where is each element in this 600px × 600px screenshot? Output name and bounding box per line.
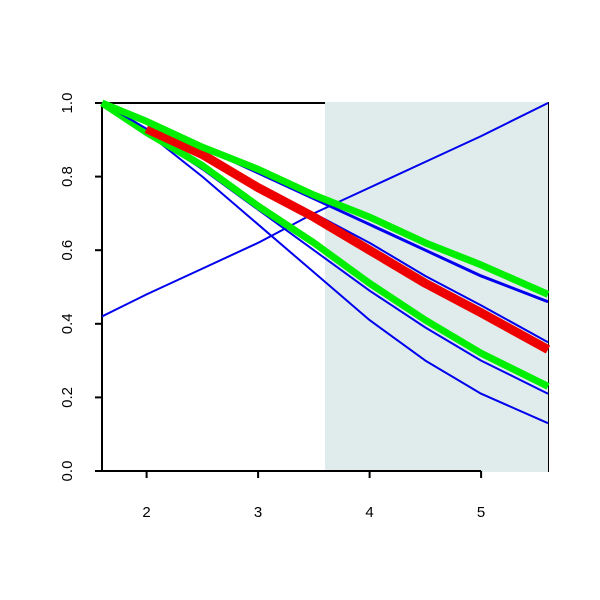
y-tick-label: 0.0 [59, 461, 76, 482]
y-tick-label: 0.2 [59, 387, 76, 408]
series-line [100, 99, 550, 298]
x-tick-label: 2 [142, 504, 150, 521]
series-line [100, 100, 550, 390]
x-tick-label: 3 [254, 504, 262, 521]
y-tick-label: 0.8 [59, 166, 76, 187]
x-tick-label: 5 [477, 504, 485, 521]
y-tick-label: 1.0 [59, 93, 76, 114]
y-tick-label: 0.6 [59, 240, 76, 261]
series-line [144, 124, 551, 354]
x-tick-label: 4 [365, 504, 373, 521]
y-tick-label: 0.4 [59, 313, 76, 334]
